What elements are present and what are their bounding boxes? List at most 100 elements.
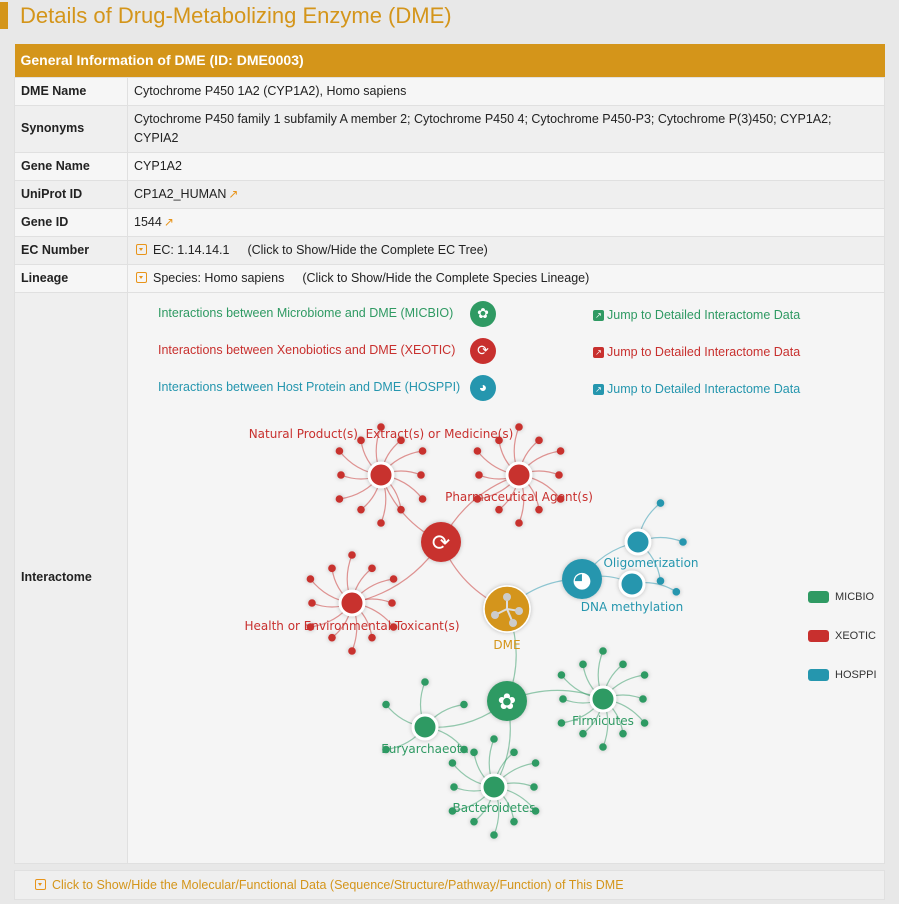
uniprot-link[interactable]: CP1A2_HUMAN bbox=[134, 186, 227, 201]
leaf-node[interactable] bbox=[328, 564, 336, 572]
ec-toggle[interactable]: EC: 1.14.14.1 (Click to Show/Hide the Com… bbox=[127, 235, 885, 265]
leaf-node[interactable] bbox=[448, 806, 457, 815]
leaf-node[interactable] bbox=[470, 817, 478, 825]
leaf-node[interactable] bbox=[656, 576, 665, 585]
leaf-node[interactable] bbox=[640, 718, 649, 727]
leaf-node[interactable] bbox=[559, 694, 567, 703]
category-node[interactable] bbox=[338, 589, 366, 616]
leaf-node[interactable] bbox=[557, 670, 566, 679]
node-label[interactable]: Natural Product(s), Extract(s) or Medici… bbox=[249, 427, 514, 441]
leaf-node[interactable] bbox=[535, 436, 543, 444]
leaf-node[interactable] bbox=[555, 470, 563, 479]
leaf-node[interactable] bbox=[640, 670, 649, 679]
category-node[interactable] bbox=[411, 713, 439, 740]
category-node[interactable] bbox=[367, 461, 395, 488]
leaf-node[interactable] bbox=[397, 436, 405, 444]
leaf-node[interactable] bbox=[337, 470, 345, 479]
leaf-node[interactable] bbox=[421, 677, 429, 686]
interaction-link[interactable]: Interactions between Microbiome and DME … bbox=[158, 300, 496, 327]
leaf-node[interactable] bbox=[679, 537, 687, 546]
leaf-node[interactable] bbox=[490, 734, 498, 743]
hub-node[interactable] bbox=[562, 558, 602, 599]
interaction-label[interactable]: Interactions between Microbiome and DME … bbox=[158, 306, 454, 320]
leaf-node[interactable] bbox=[368, 633, 376, 641]
leaf-node[interactable] bbox=[397, 505, 405, 513]
leaf-node[interactable] bbox=[510, 817, 518, 825]
leaf-node[interactable] bbox=[306, 622, 315, 631]
legend-item[interactable]: XEOTIC bbox=[808, 627, 876, 646]
interaction-label[interactable]: Interactions between Host Protein and DM… bbox=[158, 380, 461, 394]
toggle-icon[interactable] bbox=[35, 879, 46, 890]
legend-item[interactable]: MICBIO bbox=[808, 588, 874, 607]
category-node[interactable] bbox=[480, 773, 508, 800]
leaf-node[interactable] bbox=[448, 758, 457, 767]
leaf-node[interactable] bbox=[348, 646, 356, 655]
leaf-node[interactable] bbox=[382, 745, 390, 753]
interactome-graph[interactable]: ⟳ ◕ ✿ Natural Product(s), Extract(s) or Med… bbox=[128, 293, 886, 864]
hub-node[interactable] bbox=[487, 680, 527, 721]
external-link-icon[interactable]: ↗ bbox=[228, 186, 239, 201]
toggle-icon[interactable] bbox=[136, 271, 147, 283]
node-label[interactable]: Oligomerization bbox=[603, 556, 698, 570]
interaction-label[interactable]: Interactions between Xenobiotics and DME… bbox=[158, 343, 456, 357]
leaf-node[interactable] bbox=[389, 622, 398, 631]
jump-link[interactable]: ↗ Jump to Detailed Interactome Data bbox=[593, 306, 800, 325]
leaf-node[interactable] bbox=[475, 470, 483, 479]
node-label[interactable]: DME bbox=[493, 638, 520, 652]
leaf-node[interactable] bbox=[418, 446, 427, 455]
node-label[interactable]: DNA methylation bbox=[581, 600, 683, 614]
leaf-node[interactable] bbox=[470, 748, 478, 756]
leaf-node[interactable] bbox=[357, 436, 365, 444]
external-link-icon[interactable]: ↗ bbox=[163, 214, 174, 229]
leaf-node[interactable] bbox=[389, 574, 398, 583]
leaf-node[interactable] bbox=[388, 598, 396, 607]
leaf-node[interactable] bbox=[510, 748, 518, 756]
leaf-node[interactable] bbox=[619, 729, 627, 737]
node-label[interactable]: Bacteroidetes bbox=[453, 801, 536, 815]
leaf-node[interactable] bbox=[515, 518, 523, 527]
leaf-node[interactable] bbox=[495, 505, 503, 513]
interaction-link[interactable]: Interactions between Host Protein and DM… bbox=[158, 374, 496, 401]
leaf-node[interactable] bbox=[473, 446, 482, 455]
lineage-toggle-text[interactable]: (Click to Show/Hide the Complete Species… bbox=[302, 270, 590, 285]
leaf-node[interactable] bbox=[377, 422, 385, 431]
leaf-node[interactable] bbox=[473, 494, 482, 503]
category-node[interactable] bbox=[589, 685, 617, 712]
leaf-node[interactable] bbox=[579, 660, 587, 668]
leaf-node[interactable] bbox=[308, 598, 316, 607]
leaf-node[interactable] bbox=[450, 782, 458, 791]
leaf-node[interactable] bbox=[368, 564, 376, 572]
leaf-node[interactable] bbox=[531, 758, 540, 767]
leaf-node[interactable] bbox=[515, 422, 523, 431]
leaf-node[interactable] bbox=[335, 494, 344, 503]
leaf-node[interactable] bbox=[599, 742, 607, 751]
node-label[interactable]: Health or Environmental Toxicant(s) bbox=[244, 619, 459, 633]
leaf-node[interactable] bbox=[417, 470, 425, 479]
jump-label[interactable]: Jump to Detailed Interactome Data bbox=[607, 307, 801, 322]
jump-label[interactable]: Jump to Detailed Interactome Data bbox=[607, 344, 801, 359]
category-node[interactable] bbox=[505, 461, 533, 488]
leaf-node[interactable] bbox=[672, 587, 681, 596]
leaf-node[interactable] bbox=[348, 550, 356, 559]
lineage-toggle[interactable]: Species: Homo sapiens (Click to Show/Hide… bbox=[127, 263, 885, 293]
jump-link[interactable]: ↗ Jump to Detailed Interactome Data bbox=[593, 380, 800, 399]
category-node[interactable] bbox=[624, 528, 652, 555]
footer-text[interactable]: Click to Show/Hide the Molecular/Functio… bbox=[52, 878, 624, 892]
molecular-data-toggle[interactable]: Click to Show/Hide the Molecular/Functio… bbox=[14, 870, 885, 900]
jump-label[interactable]: Jump to Detailed Interactome Data bbox=[607, 381, 801, 396]
leaf-node[interactable] bbox=[619, 660, 627, 668]
leaf-node[interactable] bbox=[599, 646, 607, 655]
leaf-node[interactable] bbox=[306, 574, 315, 583]
leaf-node[interactable] bbox=[639, 694, 647, 703]
hub-node[interactable] bbox=[421, 521, 461, 562]
interaction-link[interactable]: Interactions between Xenobiotics and DME… bbox=[158, 337, 496, 364]
leaf-node[interactable] bbox=[656, 498, 665, 507]
category-node[interactable] bbox=[618, 570, 646, 597]
leaf-node[interactable] bbox=[557, 718, 566, 727]
leaf-node[interactable] bbox=[460, 745, 468, 753]
leaf-node[interactable] bbox=[328, 633, 336, 641]
leaf-node[interactable] bbox=[531, 806, 540, 815]
leaf-node[interactable] bbox=[357, 505, 365, 513]
legend-item[interactable]: HOSPPI bbox=[808, 666, 877, 685]
node-label[interactable]: Pharmaceutical Agent(s) bbox=[445, 490, 593, 504]
